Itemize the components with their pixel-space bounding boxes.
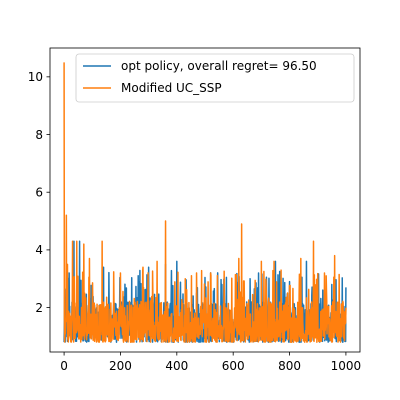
series-line-modified-uc-ssp <box>63 62 347 343</box>
legend-box <box>75 53 355 103</box>
x-tick-label: 1000 <box>331 359 362 373</box>
y-tick-label: 4 <box>35 243 43 257</box>
y-tick-label: 2 <box>35 301 43 315</box>
legend: opt policy, overall regret= 96.50 Modifi… <box>75 53 355 103</box>
x-tick-label: 600 <box>222 359 245 373</box>
axes-frame <box>49 47 361 353</box>
legend-label-opt-policy: opt policy, overall regret= 96.50 <box>121 59 317 73</box>
y-tick-label: 10 <box>28 70 43 84</box>
x-axis: 0 200 400 600 800 1000 <box>60 352 361 373</box>
x-tick-label: 0 <box>60 359 68 373</box>
y-tick-label: 8 <box>35 128 43 142</box>
x-tick-label: 200 <box>109 359 132 373</box>
series-layer <box>63 62 347 343</box>
y-axis: 2 4 6 8 10 <box>28 70 50 315</box>
x-tick-label: 800 <box>278 359 301 373</box>
x-tick-label: 400 <box>165 359 188 373</box>
legend-label-modified-uc-ssp: Modified UC_SSP <box>121 81 222 95</box>
y-tick-label: 6 <box>35 186 43 200</box>
